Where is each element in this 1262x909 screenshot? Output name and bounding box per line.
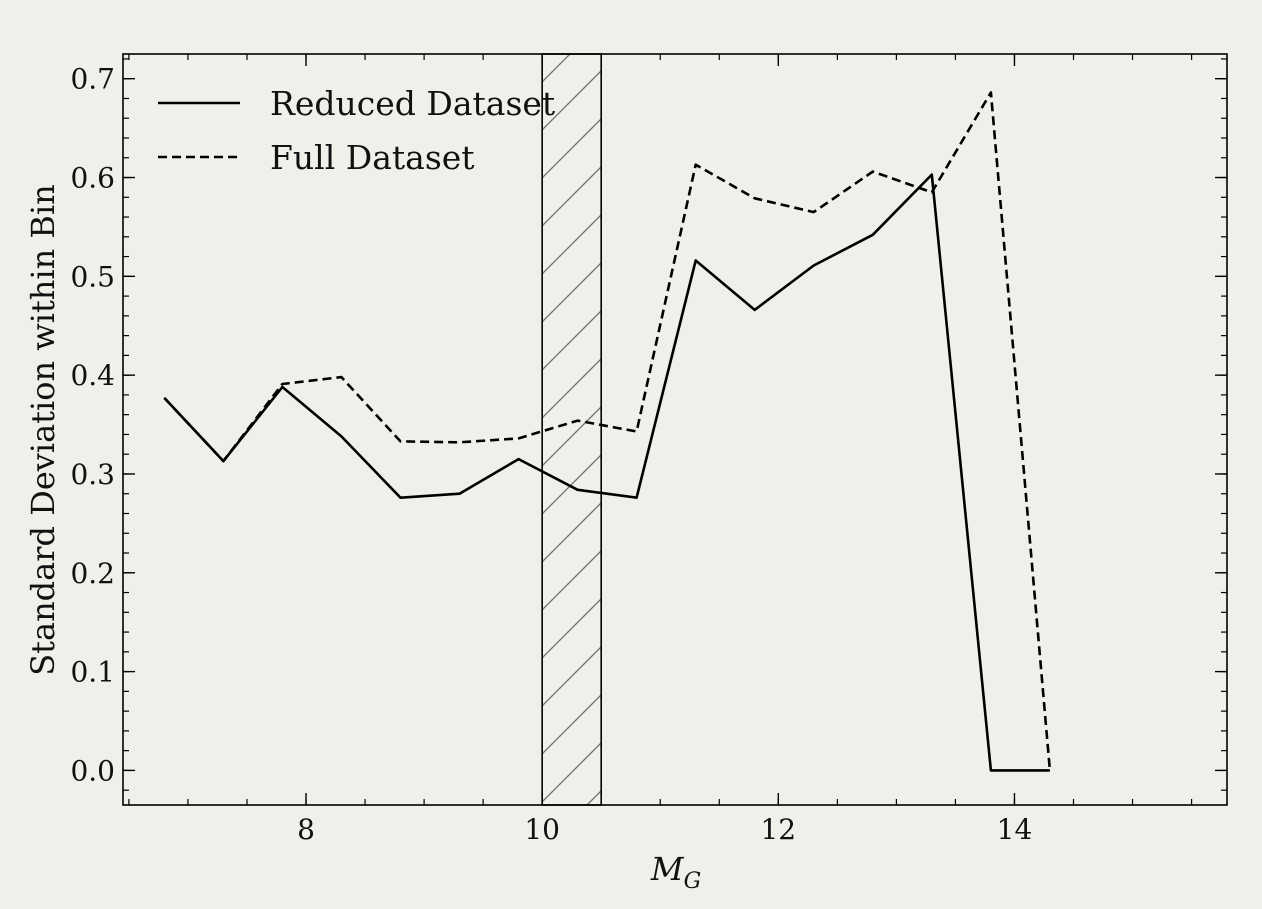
ticks-layer: 8 10 12 14 0.0 0.1 0.2 0.3 0.4 0.5 0.6 0.7 (70, 54, 1227, 846)
y-tick-label: 0.4 (70, 359, 115, 392)
series-line-reduced (163, 173, 1050, 772)
x-tick-label: 14 (997, 813, 1033, 846)
y-tick-label: 0.5 (70, 260, 115, 293)
y-tick-label: 0.6 (70, 162, 115, 195)
series-layer (163, 91, 1052, 772)
x-tick-label: 10 (524, 813, 560, 846)
x-axis-label-subscript: G (684, 869, 702, 894)
legend: Reduced Dataset Full Dataset (158, 84, 555, 177)
y-tick-label: 0.0 (70, 754, 115, 787)
series-line-full (163, 91, 1052, 771)
y-tick-label: 0.7 (70, 63, 115, 96)
y-tick-label: 0.1 (70, 656, 115, 689)
y-axis-label: Standard Deviation within Bin (24, 184, 62, 676)
legend-label-full: Full Dataset (270, 138, 475, 177)
y-tick-label: 0.2 (70, 557, 115, 590)
plot-frame (122, 53, 1228, 806)
x-tick-label: 12 (760, 813, 796, 846)
x-axis-label-main: M (650, 850, 685, 888)
x-axis-label: MG (650, 850, 701, 894)
legend-label-reduced: Reduced Dataset (270, 84, 555, 123)
x-tick-label: 8 (297, 813, 315, 846)
y-tick-label: 0.3 (70, 458, 115, 491)
